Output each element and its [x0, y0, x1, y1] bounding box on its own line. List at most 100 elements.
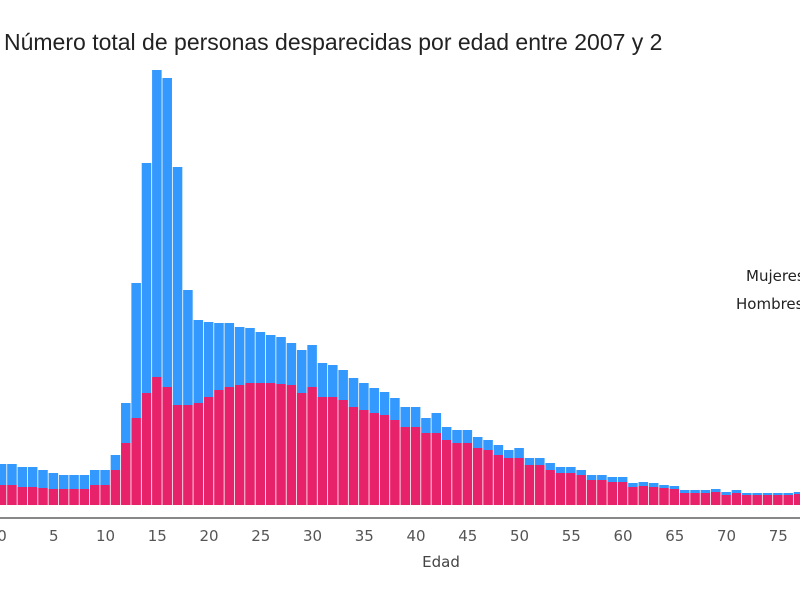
bar-hombres-9	[89, 485, 100, 505]
bar-mujeres-70	[721, 492, 731, 495]
bar-hombres-8	[79, 489, 90, 505]
bar-mujeres-23	[234, 327, 245, 385]
bar-mujeres-18	[183, 290, 193, 405]
x-tick-label: 40	[406, 527, 425, 545]
bar-hombres-23	[234, 385, 245, 505]
bar-hombres-32	[328, 397, 338, 505]
bar-hombres-54	[555, 473, 566, 505]
bar-mujeres-41	[421, 418, 431, 433]
bar-mujeres-38	[390, 398, 400, 420]
bar-hombres-20	[203, 397, 214, 505]
bar-mujeres-8	[79, 475, 90, 489]
bar-hombres-22	[224, 387, 235, 505]
bar-hombres-50	[514, 458, 524, 505]
bar-hombres-35	[359, 410, 369, 505]
bar-mujeres-52	[535, 458, 545, 465]
bar-hombres-5	[48, 489, 59, 505]
bar-hombres-25	[255, 383, 266, 505]
bar-hombres-29	[296, 393, 307, 505]
bar-hombres-60	[617, 482, 628, 505]
bar-mujeres-56	[576, 470, 586, 475]
bar-hombres-69	[710, 492, 721, 505]
x-tick-label: 5	[49, 527, 59, 545]
bar-hombres-27	[276, 384, 286, 505]
bar-mujeres-24	[245, 328, 255, 383]
bar-hombres-43	[441, 440, 452, 505]
bar-hombres-53	[545, 470, 555, 505]
bar-mujeres-37	[379, 392, 390, 415]
bar-mujeres-13	[131, 283, 141, 418]
bar-mujeres-60	[617, 477, 628, 482]
bar-hombres-45	[462, 443, 473, 505]
x-tick-labels: 0 5 10 15 20 25 30 35 40 45 50 55 60 65 70 75	[0, 527, 788, 545]
legend-item-hombres: Hombres	[736, 295, 800, 313]
bar-mujeres-32	[328, 365, 338, 397]
bar-mujeres-57	[586, 475, 597, 480]
bar-hombres-42	[431, 433, 442, 505]
bar-mujeres-0	[0, 464, 7, 485]
bar-mujeres-54	[555, 467, 566, 473]
bar-hombres-47	[483, 450, 493, 505]
bar-mujeres-48	[493, 445, 504, 455]
bar-mujeres-17	[172, 167, 183, 405]
bar-hombres-12	[121, 443, 131, 505]
bar-hombres-64	[659, 488, 669, 505]
bar-hombres-2	[17, 487, 28, 505]
bar-hombres-62	[638, 486, 649, 505]
bar-mujeres-49	[503, 450, 514, 458]
x-tick-label: 60	[613, 527, 632, 545]
bar-mujeres-43	[441, 427, 452, 440]
bar-mujeres-10	[100, 470, 110, 485]
bar-mujeres-76	[783, 493, 793, 495]
bar-hombres-33	[338, 400, 348, 505]
bar-mujeres-3	[27, 467, 38, 487]
x-tick-label: 0	[0, 527, 7, 545]
x-tick-label: 35	[355, 527, 374, 545]
bar-hombres-10	[100, 485, 110, 505]
bar-mujeres-40	[410, 407, 421, 427]
x-tick-label: 55	[562, 527, 581, 545]
bar-hombres-73	[752, 495, 762, 505]
bar-hombres-52	[535, 465, 545, 505]
bar-mujeres-62	[638, 482, 649, 486]
bar-hombres-68	[700, 493, 711, 505]
bar-mujeres-69	[710, 489, 721, 492]
bar-mujeres-12	[121, 403, 131, 443]
bar-hombres-24	[245, 383, 255, 505]
bar-hombres-0	[0, 485, 7, 505]
bar-mujeres-67	[690, 490, 700, 493]
bar-hombres-49	[503, 458, 514, 505]
bar-hombres-66	[679, 493, 690, 505]
x-tick-label: 20	[199, 527, 218, 545]
bar-hombres-39	[400, 427, 411, 505]
bar-mujeres-29	[296, 350, 307, 393]
bar-mujeres-27	[276, 337, 286, 384]
bar-hombres-6	[58, 489, 69, 505]
x-tick-label: 50	[510, 527, 529, 545]
bar-mujeres-11	[110, 455, 121, 470]
bar-mujeres-2	[17, 467, 28, 487]
bar-mujeres-64	[659, 485, 669, 488]
bar-hombres-67	[690, 493, 700, 505]
bar-hombres-31	[317, 397, 328, 505]
bar-hombres-72	[742, 495, 752, 505]
bar-hombres-71	[731, 493, 742, 505]
x-tick-label: 70	[717, 527, 736, 545]
bar-mujeres-59	[607, 477, 618, 482]
bar-hombres-46	[472, 448, 483, 505]
bar-hombres-76	[783, 495, 793, 505]
bar-hombres-77	[793, 494, 800, 505]
bar-mujeres-26	[265, 335, 276, 383]
bar-hombres-26	[265, 383, 276, 505]
bar-mujeres-71	[731, 490, 742, 493]
bar-hombres-58	[597, 480, 607, 505]
bar-hombres-13	[131, 418, 141, 505]
bar-mujeres-15	[152, 70, 162, 377]
bar-mujeres-63	[648, 483, 659, 487]
bar-hombres-16	[162, 387, 172, 505]
x-tick-label: 30	[303, 527, 322, 545]
bar-mujeres-65	[669, 486, 680, 489]
legend-item-mujeres: Mujeres	[746, 267, 800, 285]
bar-hombres-36	[369, 413, 379, 505]
bar-hombres-63	[648, 487, 659, 505]
